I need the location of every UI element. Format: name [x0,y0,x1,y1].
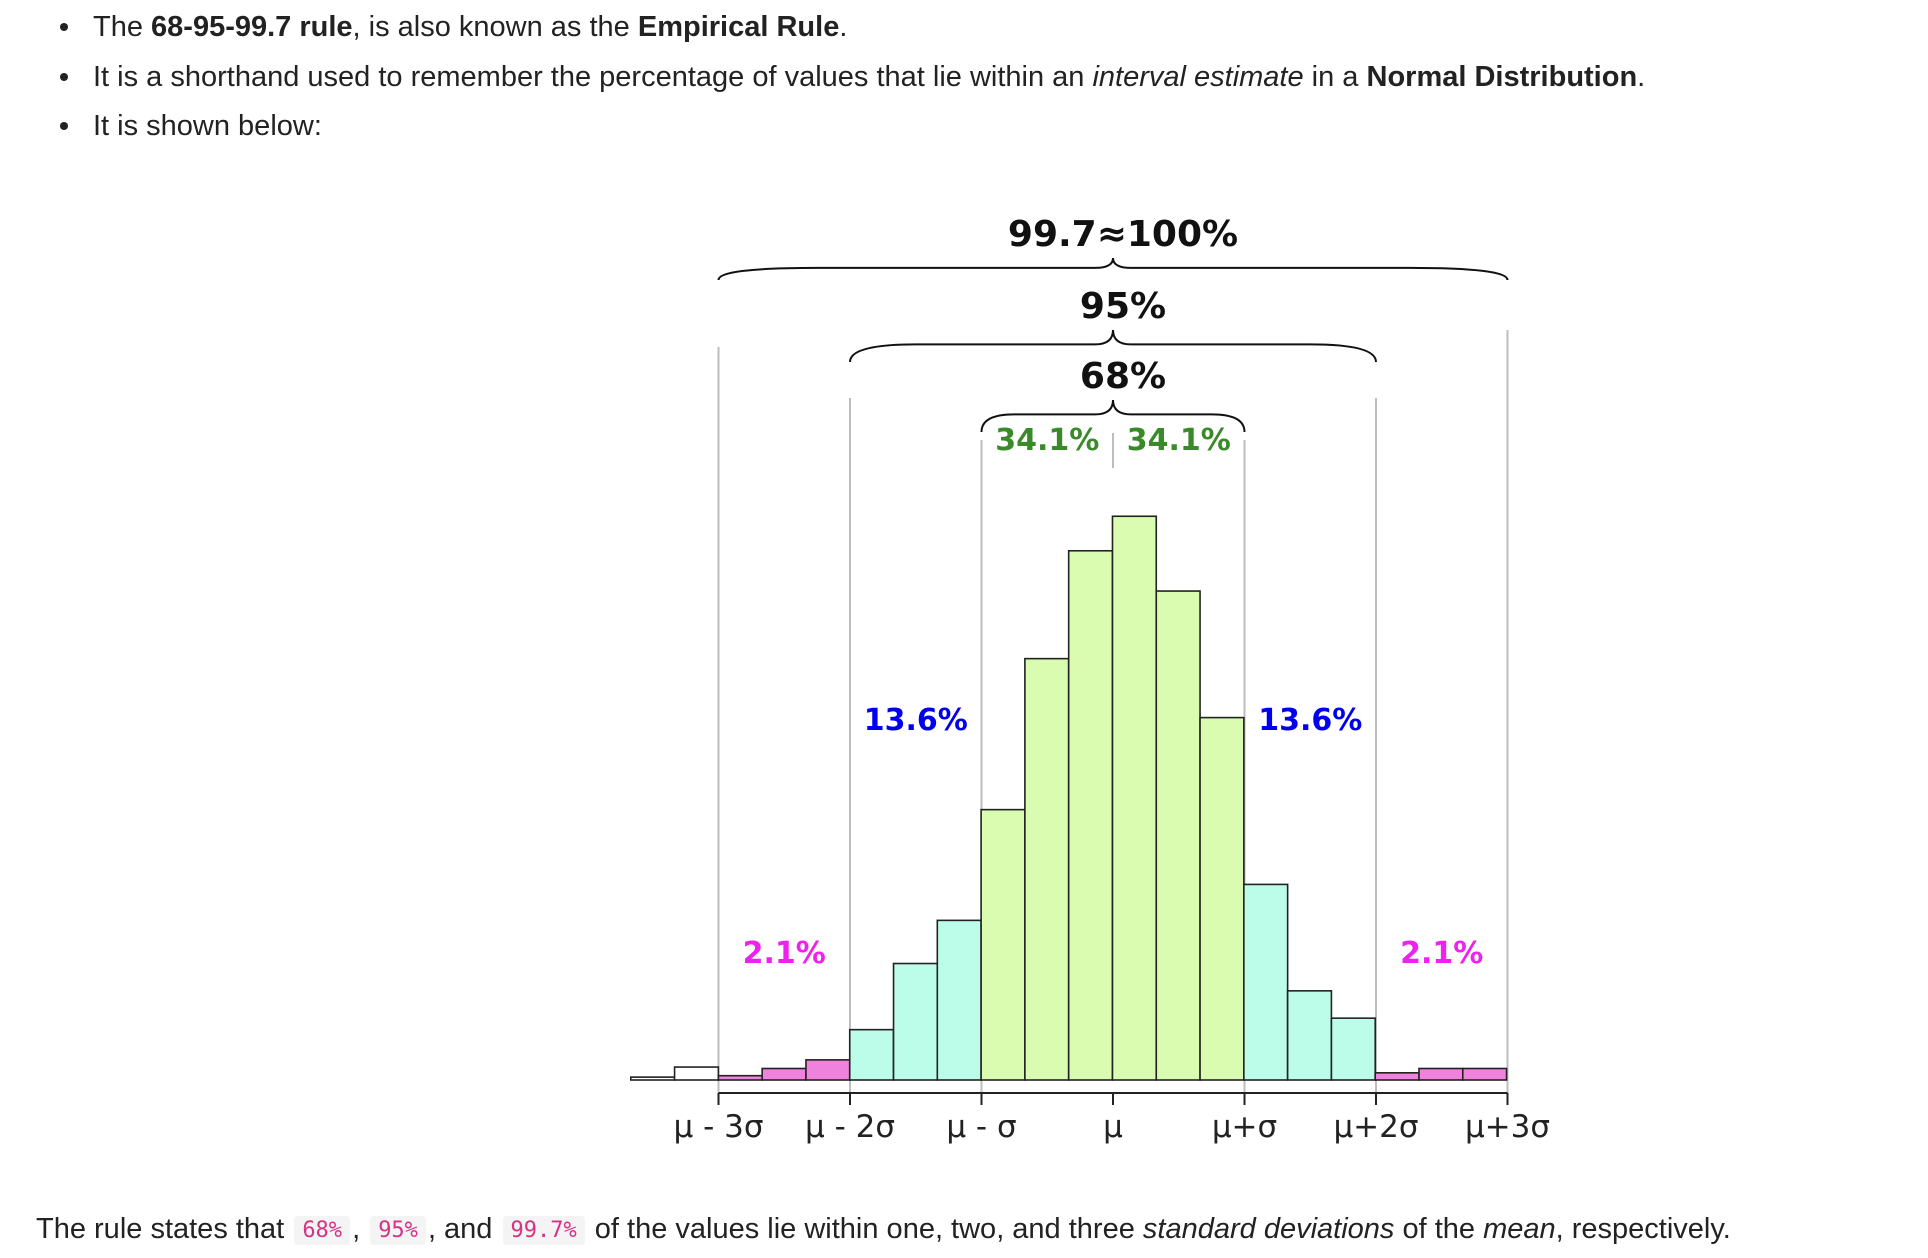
code-68-percent: 68% [294,1216,351,1245]
percent-brace [980,399,1246,433]
code-99-7-percent: 99.7% [502,1216,585,1245]
region-percent-label: 2.1% [1400,936,1483,971]
histogram-bar [673,1066,720,1081]
histogram-bar [936,919,982,1081]
text-run: . [839,11,848,43]
histogram-bar [629,1076,676,1081]
x-tick-label: μ - σ [946,1109,1016,1145]
histogram-bar [1330,1017,1377,1081]
bold-term-normal-distribution: Normal Distribution [1366,61,1638,93]
histogram-bar [1374,1072,1420,1081]
brace-percent-label: 99.7≈100% [1008,214,1238,255]
histogram-bar [980,808,1026,1081]
region-percent-label: 13.6% [1258,703,1362,738]
text-run: , is also known as the [352,11,638,43]
code-95-percent: 95% [370,1216,426,1245]
region-percent-label: 2.1% [743,936,826,971]
brace-percent-label: 95% [1080,286,1166,327]
bold-term-empirical-rule: Empirical Rule [637,11,840,43]
histogram-bar [892,962,939,1081]
text-run: of the [1394,1213,1484,1245]
text-run: , respectively. [1555,1213,1731,1245]
histogram-bar [761,1067,807,1081]
text-run: The rule states that [36,1213,293,1245]
text-run: in a [1303,61,1367,93]
bullet-dot [60,73,68,81]
x-tick-label: μ+σ [1212,1109,1277,1145]
bold-term-rule-name: 68-95-99.7 rule [151,11,353,43]
x-tick-label: μ - 3σ [674,1109,764,1145]
text-run: It is a shorthand used to remember the p… [93,61,1093,93]
histogram-bar [717,1074,763,1081]
bullet-dot [60,23,68,31]
percent-brace [717,257,1509,281]
histogram-bar [1418,1067,1464,1081]
text-run: , [352,1213,369,1245]
text-run: . [1637,61,1646,93]
text-run: of the values lie within one, two, and t… [586,1213,1143,1245]
histogram-bar [1067,549,1114,1081]
x-tick-label: μ+2σ [1333,1109,1418,1145]
italic-term-standard-deviations: standard deviations [1142,1213,1395,1245]
histogram-bar [805,1059,851,1081]
histogram-bar [1024,657,1070,1081]
histogram-bar [848,1028,895,1081]
percent-brace [849,329,1377,363]
italic-term-interval-estimate: interval estimate [1092,61,1304,93]
brace-percent-label: 68% [1080,356,1166,397]
x-tick-label: μ - 2σ [805,1109,895,1145]
text-run: The [93,11,152,43]
region-percent-label: 34.1% [1127,423,1231,458]
histogram-bar [1286,990,1333,1081]
region-percent-label: 13.6% [864,703,968,738]
bullet-text: The 68-95-99.7 rule, is also known as th… [93,10,847,44]
histogram-bar [1461,1067,1508,1081]
histogram-bar [1155,590,1201,1081]
x-tick-label: μ [1103,1109,1123,1145]
histogram-bar [1243,883,1289,1081]
x-tick-label: μ+3σ [1465,1109,1550,1145]
histogram-bar [1111,515,1158,1081]
italic-term-mean: mean [1483,1213,1556,1245]
text-run: , and [427,1213,501,1245]
bullet-text: It is a shorthand used to remember the p… [93,60,1645,94]
rule-statement-paragraph: The rule states that 68%, 95%, and 99.7%… [36,1211,1731,1250]
bullet-dot [60,122,68,130]
bullet-text: It is shown below: [93,110,322,142]
empirical-rule-histogram: μ - 3σ μ - 2σ μ - σ μ μ+σ μ+2σ μ+3σ 34.1% 34.1% 1… [629,214,1550,1145]
region-percent-label: 34.1% [995,423,1099,458]
histogram-bar [1199,716,1245,1081]
